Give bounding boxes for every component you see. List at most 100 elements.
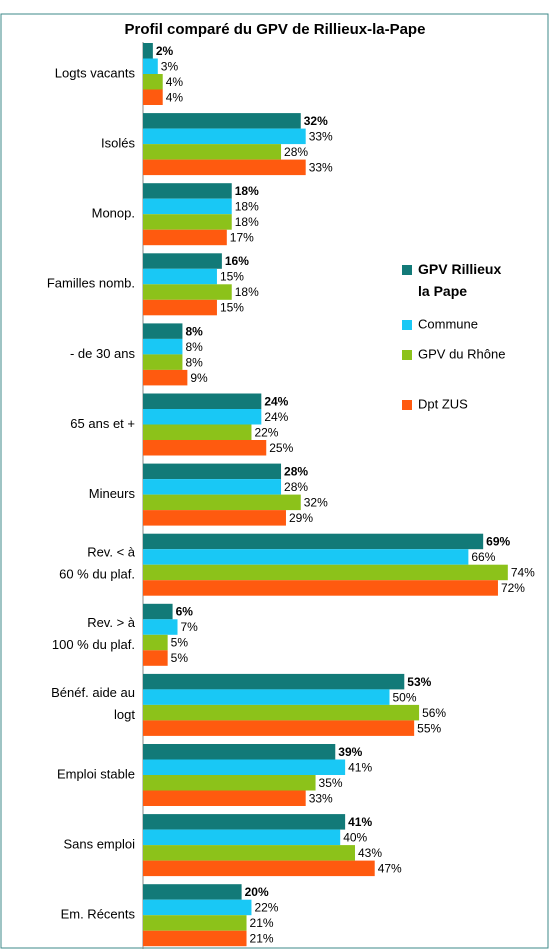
bar [143, 354, 183, 370]
bar [143, 915, 247, 931]
category-label: - de 30 ans [70, 346, 136, 361]
bar [143, 159, 306, 176]
bar [143, 424, 252, 440]
legend-label: GPV du Rhône [418, 346, 505, 361]
chart-title: Profil comparé du GPV de Rillieux-la-Pap… [125, 21, 426, 38]
bar [143, 214, 232, 230]
value-label: 47% [378, 862, 402, 876]
value-label: 74% [511, 566, 535, 580]
bar [143, 634, 168, 651]
bar [143, 299, 217, 316]
category-label: Sans emploi [63, 837, 135, 852]
bar [143, 183, 232, 199]
bar [143, 549, 469, 565]
value-label: 53% [407, 675, 431, 689]
bar [143, 564, 508, 581]
category-label: Familles nomb. [47, 276, 135, 291]
bar [143, 930, 247, 947]
value-label: 5% [171, 651, 189, 665]
category-label: Emploi stable [57, 766, 135, 781]
category-label: Logts vacants [55, 65, 136, 80]
legend-label: Dpt ZUS [418, 396, 468, 411]
bar [143, 494, 301, 511]
category-label: Monop. [92, 206, 135, 221]
bar [143, 43, 153, 59]
value-label: 43% [358, 846, 382, 860]
value-label: 18% [235, 215, 259, 229]
category-label: Rev. > à 100 % du plaf. [52, 615, 136, 652]
value-label: 28% [284, 465, 308, 479]
bar [143, 603, 173, 620]
bar [143, 884, 242, 900]
category-label: Rev. < à 60 % du plaf. [59, 545, 136, 582]
value-label: 3% [161, 59, 179, 73]
bar [143, 463, 282, 480]
bar [143, 814, 346, 830]
value-label: 4% [166, 90, 184, 104]
legend-swatch [402, 400, 412, 410]
value-label: 18% [235, 285, 259, 299]
value-label: 4% [166, 75, 184, 89]
category-label: Isolés [101, 136, 135, 151]
value-label: 39% [338, 745, 362, 759]
value-label: 28% [284, 145, 308, 159]
value-label: 22% [254, 901, 278, 915]
value-label: 29% [289, 511, 313, 525]
value-label: 25% [269, 441, 293, 455]
bar [143, 860, 375, 877]
bar [143, 790, 306, 806]
bar [143, 650, 168, 666]
value-label: 41% [348, 815, 372, 829]
bar [143, 128, 306, 145]
value-label: 24% [264, 394, 288, 408]
bar [143, 369, 188, 386]
bar [143, 533, 484, 550]
bar [143, 253, 222, 269]
bar [143, 899, 252, 916]
bar [143, 689, 390, 705]
bar [143, 580, 498, 596]
value-label: 18% [235, 200, 259, 214]
bar [143, 704, 420, 721]
value-label: 8% [185, 355, 203, 369]
value-label: 72% [501, 581, 525, 595]
bar [143, 409, 262, 425]
bar [143, 759, 346, 775]
bar [143, 619, 178, 635]
bar [143, 393, 262, 409]
value-label: 8% [185, 324, 203, 338]
bar [143, 268, 217, 285]
value-label: 7% [181, 620, 199, 634]
legend-swatch [402, 320, 412, 330]
value-label: 22% [254, 425, 278, 439]
value-label: 66% [471, 550, 495, 564]
category-label: Mineurs [89, 486, 136, 501]
bar [143, 775, 316, 791]
bar [143, 338, 183, 355]
value-label: 50% [393, 690, 417, 704]
value-label: 18% [235, 184, 259, 198]
bar [143, 113, 301, 129]
value-label: 20% [245, 885, 269, 899]
value-label: 16% [225, 254, 249, 268]
value-label: 33% [309, 161, 333, 175]
bar [143, 229, 227, 246]
value-label: 6% [176, 605, 194, 619]
value-label: 15% [220, 301, 244, 315]
bar [143, 845, 355, 861]
value-label: 24% [264, 410, 288, 424]
value-label: 56% [422, 706, 446, 720]
bar [143, 720, 415, 736]
bar [143, 829, 341, 846]
value-label: 15% [220, 270, 244, 284]
bar [143, 58, 158, 74]
category-label: Bénéf. aide au logt [51, 685, 135, 722]
legend-label: Commune [418, 316, 478, 331]
value-label: 55% [417, 721, 441, 735]
value-label: 69% [486, 535, 510, 549]
bar [143, 510, 286, 526]
bar [143, 744, 336, 760]
category-label: 65 ans et + [70, 416, 135, 431]
value-label: 21% [250, 932, 274, 946]
